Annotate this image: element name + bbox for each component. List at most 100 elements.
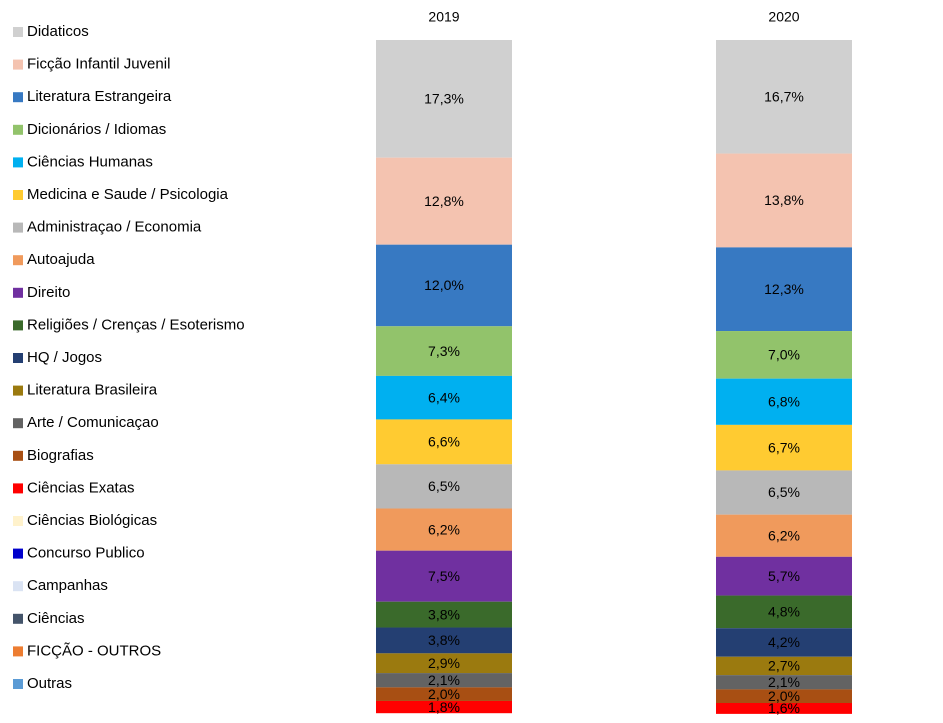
legend-swatch xyxy=(13,613,23,624)
legend-label: Ciências Humanas xyxy=(27,153,153,170)
data-label: 3,8% xyxy=(428,606,460,622)
data-label: 7,0% xyxy=(768,347,800,363)
legend-swatch xyxy=(13,255,23,266)
legend-swatch xyxy=(13,124,23,135)
bar-segment xyxy=(376,673,512,688)
legend-label: Literatura Brasileira xyxy=(27,382,158,399)
legend-label: Campanhas xyxy=(27,577,108,594)
bar-segment xyxy=(376,601,512,628)
legend-label: Ficção Infantil Juvenil xyxy=(27,56,170,73)
data-label: 5,7% xyxy=(768,568,800,584)
legend-label: Direito xyxy=(27,284,70,301)
bar-segment xyxy=(716,470,852,515)
data-label: 16,7% xyxy=(764,88,804,104)
data-label: 6,6% xyxy=(428,434,460,450)
data-label: 1,8% xyxy=(428,699,460,715)
data-label: 6,2% xyxy=(768,527,800,543)
bar-segment xyxy=(716,153,852,248)
bar-segment xyxy=(716,247,852,332)
bar-segment xyxy=(376,464,512,509)
bar-segment xyxy=(376,653,512,674)
data-label: 4,8% xyxy=(768,604,800,620)
legend-label: Ciências Exatas xyxy=(27,479,135,496)
legend-swatch xyxy=(13,646,23,657)
data-label: 2,9% xyxy=(428,655,460,671)
data-label: 12,8% xyxy=(424,193,464,209)
legend-swatch xyxy=(13,581,23,592)
legend-swatch xyxy=(13,483,23,494)
legend-label: FICÇÃO - OUTROS xyxy=(27,642,161,659)
data-label: 6,4% xyxy=(428,389,460,405)
data-label: 13,8% xyxy=(764,192,804,208)
data-label: 12,3% xyxy=(764,281,804,297)
data-label: 6,7% xyxy=(768,439,800,455)
data-label: 7,3% xyxy=(428,343,460,359)
legend-swatch xyxy=(13,59,23,70)
data-label: 2,7% xyxy=(768,658,800,674)
data-label: 6,5% xyxy=(428,478,460,494)
bar-segment xyxy=(716,514,852,557)
data-label: 7,5% xyxy=(428,568,460,584)
data-label: 2,0% xyxy=(428,686,460,702)
legend-swatch xyxy=(13,516,23,526)
legend-label: Ciências xyxy=(27,610,85,627)
bar-segment xyxy=(376,326,512,376)
legend-label: Religiões / Crenças / Esoterismo xyxy=(27,316,245,333)
data-label: 2,1% xyxy=(768,674,800,690)
data-label: 1,6% xyxy=(768,700,800,716)
legend-swatch xyxy=(13,450,23,461)
legend-label: Dicionários / Idiomas xyxy=(27,121,166,138)
data-label: 4,2% xyxy=(768,634,800,650)
legend-label: Medicina e Saude / Psicologia xyxy=(27,186,229,203)
bar-segment xyxy=(376,550,512,602)
x-tick-label: 2019 xyxy=(428,9,459,25)
data-label: 3,8% xyxy=(428,632,460,648)
legend-swatch xyxy=(13,548,23,559)
legend-label: Ciências Biológicas xyxy=(27,512,157,529)
bar-segment xyxy=(376,244,512,327)
bar-segment xyxy=(716,703,852,714)
bar-segment xyxy=(716,689,852,703)
bar-segment xyxy=(376,419,512,465)
legend-label: Concurso Publico xyxy=(27,545,145,562)
legend-swatch xyxy=(13,385,23,396)
data-label: 6,5% xyxy=(768,484,800,500)
bar-segment xyxy=(376,40,512,158)
legend-label: Outras xyxy=(27,675,72,692)
legend-label: Autoajuda xyxy=(27,251,95,268)
legend-swatch xyxy=(13,27,23,37)
bar-segment xyxy=(716,331,852,379)
bar-segment xyxy=(376,627,512,654)
bar-segment xyxy=(716,675,852,690)
legend-label: Administraçao / Economia xyxy=(27,219,202,236)
legend-swatch xyxy=(13,222,23,233)
data-label: 12,0% xyxy=(424,277,464,293)
data-label: 2,0% xyxy=(768,688,800,704)
legend-swatch xyxy=(13,157,23,168)
data-label: 2,1% xyxy=(428,672,460,688)
data-label: 6,2% xyxy=(428,521,460,537)
bar-segment xyxy=(716,556,852,596)
bar-segment xyxy=(376,157,512,245)
legend-swatch xyxy=(13,320,23,331)
legend-label: Arte / Comunicaçao xyxy=(27,414,159,431)
legend-swatch xyxy=(13,190,23,200)
legend-label: HQ / Jogos xyxy=(27,349,102,366)
legend-swatch xyxy=(13,418,23,429)
bar-segment xyxy=(716,378,852,425)
data-label: 17,3% xyxy=(424,91,464,107)
legend-swatch xyxy=(13,92,23,103)
legend-label: Biografias xyxy=(27,447,94,464)
bar-segment xyxy=(376,375,512,420)
bar-segment xyxy=(376,508,512,551)
bar-segment xyxy=(716,656,852,676)
legend-label: Literatura Estrangeira xyxy=(27,88,172,105)
legend-swatch xyxy=(13,353,23,363)
x-tick-label: 2020 xyxy=(768,9,799,25)
legend-swatch xyxy=(13,679,23,689)
legend-swatch xyxy=(13,287,23,298)
bar-segment xyxy=(376,687,512,701)
bar-segment xyxy=(716,628,852,657)
bar-segment xyxy=(716,424,852,471)
